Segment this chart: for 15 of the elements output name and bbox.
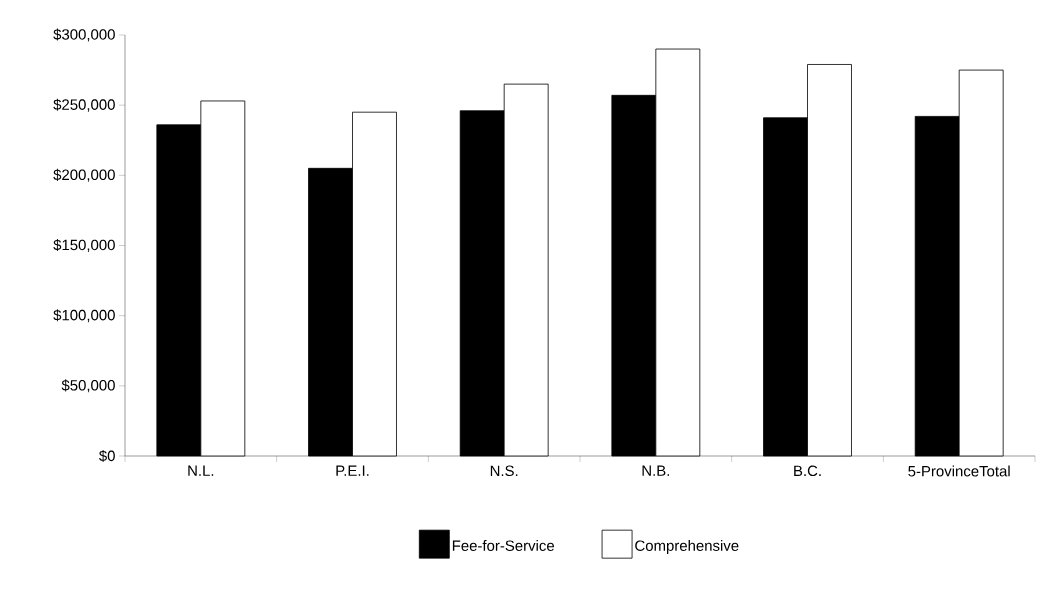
y-tick-label: $150,000 bbox=[53, 239, 115, 252]
y-tick-label: $200,000 bbox=[53, 168, 115, 182]
x-tick-label: P.E.I. bbox=[336, 465, 369, 476]
y-tick-label: $0 bbox=[99, 449, 115, 463]
x-tick-label: N.B. bbox=[642, 465, 669, 476]
y-tick-label: $250,000 bbox=[53, 98, 115, 112]
legend-label: Fee-for-Service bbox=[452, 540, 554, 551]
y-tick-label: $300,000 bbox=[53, 28, 115, 42]
x-tick-label: N.L. bbox=[188, 465, 214, 476]
y-tick-label: $50,000 bbox=[61, 379, 115, 393]
x-tick-label: 5-ProvinceTotal bbox=[908, 465, 1010, 477]
x-tick-label: N.S. bbox=[490, 465, 518, 477]
x-tick-label: B.C. bbox=[794, 465, 821, 477]
legend-label: Comprehensive bbox=[635, 540, 739, 554]
y-tick-label: $100,000 bbox=[53, 309, 115, 323]
